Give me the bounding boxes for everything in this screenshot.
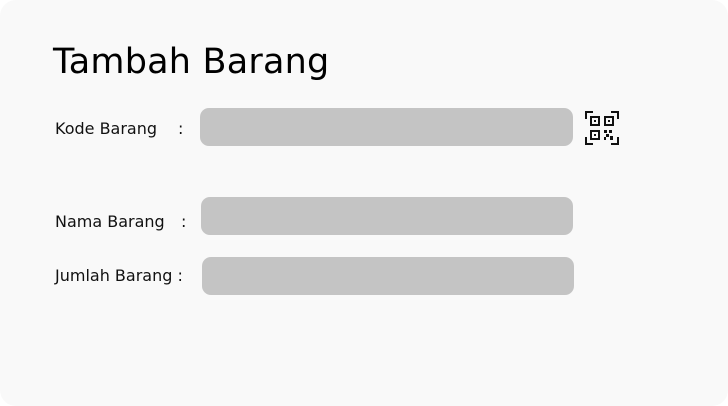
kode-barang-input[interactable] — [200, 108, 573, 146]
scan-qr-button[interactable] — [584, 110, 620, 146]
kode-barang-colon: : — [178, 119, 184, 138]
jumlah-barang-label: Jumlah Barang : — [55, 266, 183, 285]
nama-barang-label: Nama Barang — [55, 212, 165, 231]
nama-barang-colon: : — [181, 212, 187, 231]
jumlah-barang-input[interactable] — [202, 257, 574, 295]
qr-code-icon — [585, 111, 619, 145]
page-title: Tambah Barang — [53, 42, 330, 82]
kode-barang-label: Kode Barang — [55, 119, 158, 138]
nama-barang-input[interactable] — [201, 197, 573, 235]
